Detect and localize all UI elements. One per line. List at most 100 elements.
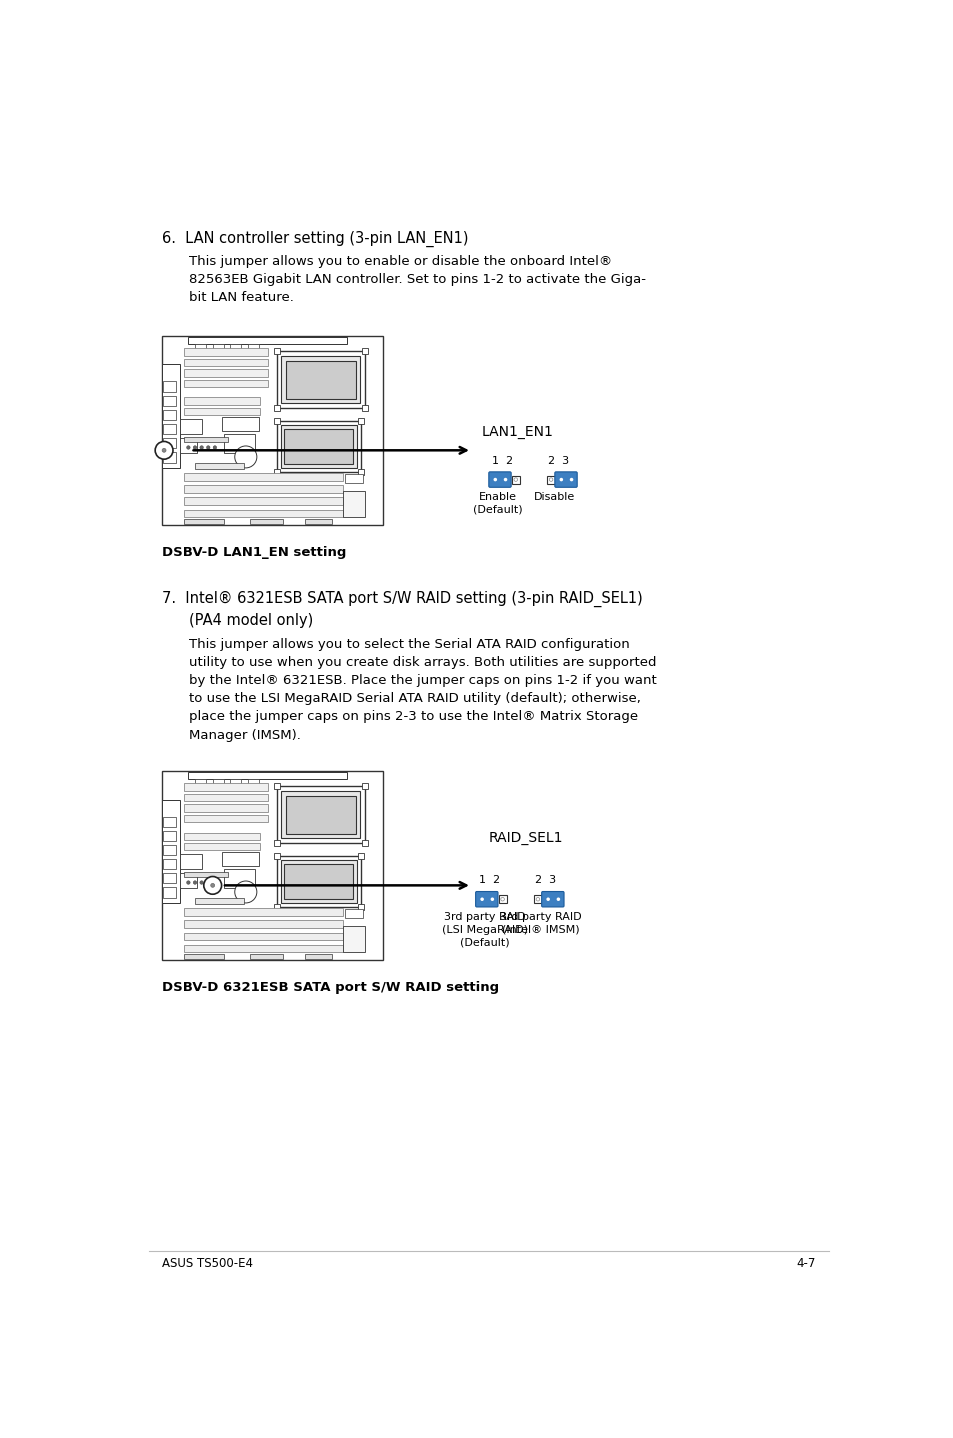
Bar [184,509,343,518]
Text: 3rd party RAID: 3rd party RAID [444,912,525,922]
Bar [498,896,506,903]
Circle shape [490,897,494,902]
Circle shape [213,446,216,449]
Text: (PA4 model only): (PA4 model only) [189,614,313,628]
Text: RAID_SEL1: RAID_SEL1 [488,831,563,846]
Text: to use the LSI MegaRAID Serial ATA RAID utility (default); otherwise,: to use the LSI MegaRAID Serial ATA RAID … [189,692,640,705]
Bar [179,439,197,453]
Text: ASUS TS500-E4: ASUS TS500-E4 [162,1257,253,1270]
Bar [248,344,259,351]
Circle shape [206,881,210,884]
Bar [184,380,268,387]
Circle shape [514,477,517,482]
Bar [184,932,343,940]
Text: LAN1_EN1: LAN1_EN1 [480,424,553,439]
Bar [343,926,365,952]
Text: 4-7: 4-7 [796,1257,815,1270]
Circle shape [559,477,562,482]
Text: 7.  Intel® 6321ESB SATA port S/W RAID setting (3-pin RAID_SEL1): 7. Intel® 6321ESB SATA port S/W RAID set… [162,590,642,607]
Text: (LSI MegaRAID): (LSI MegaRAID) [441,925,528,935]
Circle shape [536,897,539,902]
Bar [534,896,541,903]
Text: This jumper allows you to enable or disable the onboard Intel®: This jumper allows you to enable or disa… [189,255,612,267]
Bar [194,344,206,351]
Bar [274,784,279,789]
Bar [163,817,176,827]
Bar [184,907,343,916]
Bar [224,870,254,889]
Bar [546,476,555,483]
Bar [284,864,353,899]
Circle shape [503,477,507,482]
Bar [163,844,176,856]
Bar [345,909,362,919]
Bar [184,843,259,850]
Bar [224,434,254,453]
Bar [184,473,343,480]
Circle shape [200,881,203,884]
Bar [345,475,362,483]
Bar [184,348,268,357]
Text: 1  2: 1 2 [492,456,513,466]
Bar [184,370,268,377]
Bar [276,421,360,472]
Text: DSBV-D LAN1_EN setting: DSBV-D LAN1_EN setting [162,546,346,559]
Text: 2  3: 2 3 [534,876,556,886]
Bar [248,779,259,787]
Bar [361,348,368,354]
Bar [188,772,347,779]
Text: (Intel® IMSM): (Intel® IMSM) [501,925,579,935]
Bar [184,784,268,791]
Circle shape [213,881,216,884]
Bar [162,800,179,903]
Bar [274,905,279,910]
Bar [179,854,201,870]
Circle shape [211,883,214,887]
Bar [274,840,279,846]
Bar [194,897,243,905]
Bar [194,779,206,787]
Bar [230,344,241,351]
Bar [162,364,179,469]
Bar [276,351,365,408]
Bar [184,955,224,959]
Bar [184,519,224,523]
Text: Enable: Enable [478,492,517,502]
Bar [281,791,360,838]
Bar [163,439,176,449]
Bar [179,873,197,889]
Bar [357,418,363,424]
Circle shape [493,477,497,482]
Text: Disable: Disable [533,492,574,502]
Bar [163,452,176,463]
Bar [357,905,363,910]
Bar [184,360,268,367]
Bar [276,787,365,843]
Bar [274,418,279,424]
Text: 1  2: 1 2 [478,876,499,886]
Circle shape [187,881,190,884]
Text: 2  3: 2 3 [547,456,568,466]
FancyBboxPatch shape [555,472,577,487]
Text: Manager (IMSM).: Manager (IMSM). [189,729,300,742]
Text: This jumper allows you to select the Serial ATA RAID configuration: This jumper allows you to select the Ser… [189,638,629,651]
Bar [305,519,332,523]
Bar [162,771,382,961]
Bar [184,804,268,812]
Bar [184,920,343,928]
Text: 82563EB Gigabit LAN controller. Set to pins 1-2 to activate the Giga-: 82563EB Gigabit LAN controller. Set to p… [189,273,645,286]
Bar [184,498,343,505]
Text: DSBV-D 6321ESB SATA port S/W RAID setting: DSBV-D 6321ESB SATA port S/W RAID settin… [162,982,498,995]
Circle shape [549,477,553,482]
Bar [230,779,241,787]
Text: (Default): (Default) [473,505,522,515]
FancyBboxPatch shape [541,892,563,907]
Bar [221,417,259,430]
Text: place the jumper caps on pins 2-3 to use the Intel® Matrix Storage: place the jumper caps on pins 2-3 to use… [189,710,638,723]
Bar [163,395,176,406]
Bar [194,463,243,469]
Bar [163,858,176,870]
Bar [274,404,279,411]
Circle shape [206,446,210,449]
Text: 6.  LAN controller setting (3-pin LAN_EN1): 6. LAN controller setting (3-pin LAN_EN1… [162,230,468,246]
